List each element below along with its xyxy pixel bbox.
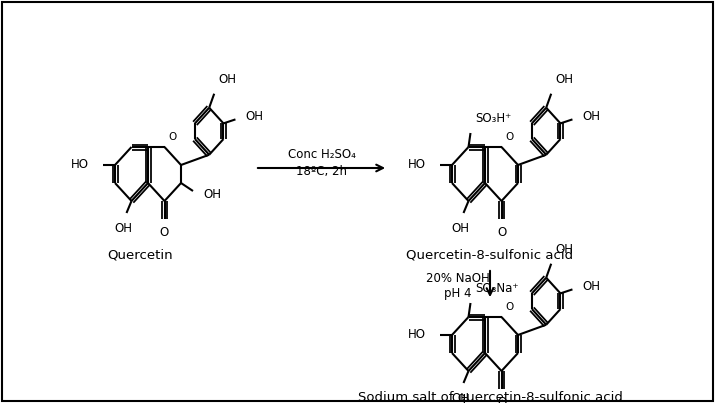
Text: OH: OH (218, 73, 236, 86)
Text: O: O (160, 226, 169, 239)
Text: O: O (497, 226, 506, 239)
Text: HO: HO (408, 158, 426, 172)
Text: O: O (506, 132, 514, 142)
Text: OH: OH (451, 392, 470, 403)
Text: Conc H₂SO₄: Conc H₂SO₄ (288, 148, 356, 162)
Text: SO₃H⁺: SO₃H⁺ (475, 112, 512, 125)
Text: OH: OH (555, 73, 573, 86)
Text: Quercetin: Quercetin (107, 249, 173, 262)
Text: OH: OH (203, 189, 221, 202)
Text: OH: OH (114, 222, 132, 235)
Text: Sodium salt of quercetin-8-sulfonic acid: Sodium salt of quercetin-8-sulfonic acid (358, 391, 623, 403)
Text: Quercetin-8-sulfonic acid: Quercetin-8-sulfonic acid (406, 249, 573, 262)
Text: O: O (506, 302, 514, 312)
Text: OH: OH (245, 110, 263, 123)
Text: OH: OH (583, 280, 601, 293)
Text: OH: OH (555, 243, 573, 256)
Text: HO: HO (408, 328, 426, 341)
Text: 20% NaOH: 20% NaOH (426, 272, 490, 285)
Text: OH: OH (451, 222, 470, 235)
Text: O: O (169, 132, 177, 142)
Text: pH 4: pH 4 (444, 287, 472, 299)
Text: O: O (497, 396, 506, 403)
Text: 18ºC, 2h: 18ºC, 2h (297, 166, 347, 179)
Text: OH: OH (583, 110, 601, 123)
Text: SO₃Na⁺: SO₃Na⁺ (475, 282, 519, 295)
Text: HO: HO (71, 158, 89, 172)
